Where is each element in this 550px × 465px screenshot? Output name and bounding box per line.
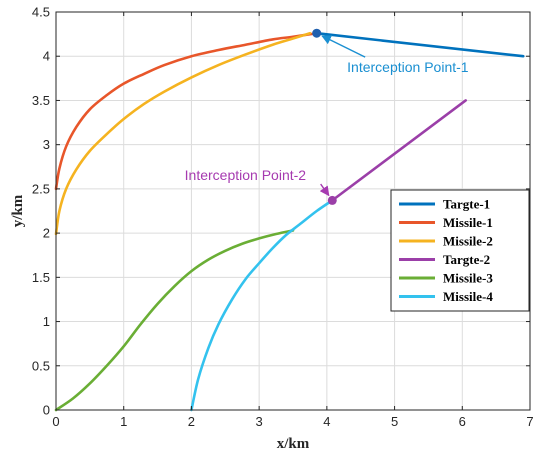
x-tick-label: 7 <box>526 414 533 429</box>
series-line-missile-4 <box>190 199 334 412</box>
legend-label-targte-1: Targte-1 <box>443 197 490 212</box>
annotation-arrow-1 <box>321 35 366 58</box>
annotation-arrow-2 <box>319 183 330 197</box>
annotation-layer: Interception Point-1 Interception Point-2 <box>185 35 469 197</box>
y-tick-label: 0.5 <box>32 358 50 373</box>
y-tick-label: 2 <box>43 226 50 241</box>
series-layer <box>54 28 525 412</box>
y-tick-labels: 0 0.5 1 1.5 2 2.5 3 3.5 4 4.5 <box>32 5 50 418</box>
annotation-text-2: Interception Point-2 <box>185 167 307 183</box>
y-tick-label: 2.5 <box>32 181 50 196</box>
legend-label-missile-2: Missile-2 <box>443 234 493 249</box>
legend-label-targte-2: Targte-2 <box>443 252 490 267</box>
series-line-targte-2 <box>330 99 467 202</box>
series-line-missile-3 <box>54 229 295 412</box>
x-tick-label: 5 <box>391 414 398 429</box>
x-tick-label: 2 <box>188 414 195 429</box>
x-tick-label: 3 <box>256 414 263 429</box>
series-line-targte-1 <box>315 31 525 58</box>
x-axis-label: x/km <box>277 436 310 452</box>
y-tick-label: 1.5 <box>32 270 50 285</box>
x-tick-label: 4 <box>323 414 330 429</box>
legend-label-missile-4: Missile-4 <box>443 289 493 304</box>
x-tick-label: 0 <box>52 414 59 429</box>
annotation-text-1: Interception Point-1 <box>347 59 469 75</box>
y-tick-label: 4 <box>43 49 50 64</box>
y-tick-label: 3.5 <box>32 93 50 108</box>
legend: Targte-1 Missile-1 Missile-2 Targte-2 Missil… <box>390 189 530 312</box>
y-tick-label: 0 <box>43 403 50 418</box>
interception-marker-1 <box>312 28 322 38</box>
x-tick-label: 6 <box>459 414 466 429</box>
legend-box <box>390 189 530 312</box>
series-line-missile-2 <box>54 31 312 236</box>
legend-label-missile-3: Missile-3 <box>443 271 493 286</box>
legend-label-missile-1: Missile-1 <box>443 215 493 230</box>
interception-marker-2 <box>327 195 337 205</box>
plot-frame <box>55 11 531 411</box>
y-tick-label: 3 <box>43 137 50 152</box>
x-tick-labels: 0 1 2 3 4 5 6 7 <box>52 414 533 429</box>
y-tick-label: 1 <box>43 314 50 329</box>
y-tick-label: 4.5 <box>32 5 50 20</box>
x-tick-label: 1 <box>120 414 127 429</box>
series-line-missile-1 <box>54 31 318 191</box>
y-axis-label: y/km <box>10 194 26 227</box>
